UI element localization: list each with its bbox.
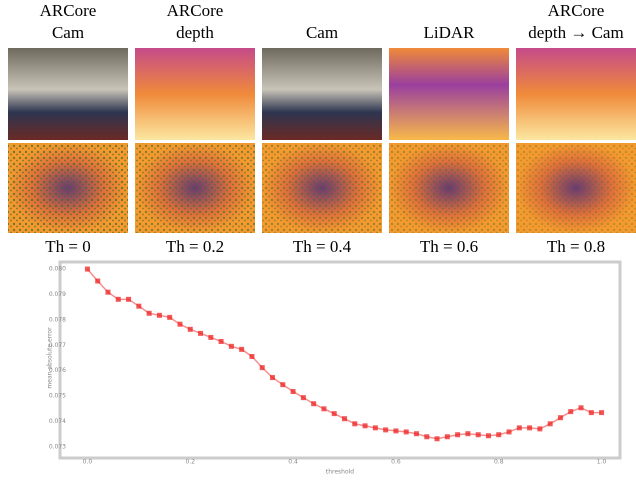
point [259, 365, 265, 371]
column-header: Cam [52, 23, 84, 42]
point [516, 425, 522, 431]
threshold-label: Th = 0 [45, 237, 90, 256]
point [578, 405, 584, 411]
y-tick-label: 0.080 [49, 266, 66, 273]
point [537, 426, 543, 432]
point [599, 410, 605, 416]
point [290, 389, 296, 395]
image [135, 48, 255, 140]
series-line [86, 268, 602, 440]
y-tick-label: 0.079 [49, 291, 66, 298]
error-speckle [516, 143, 636, 233]
threshold-label: Th = 0.2 [166, 237, 224, 256]
point [84, 266, 90, 272]
y-tick-label: 0.077 [49, 342, 66, 349]
point [156, 312, 162, 318]
point [167, 314, 173, 320]
point [568, 409, 574, 415]
point [403, 429, 409, 435]
point [465, 431, 471, 437]
chart: 0.073 0.074 0.075 0.076 0.077 0.078 0.079 0.080… [47, 266, 607, 476]
point [557, 415, 563, 421]
point [280, 382, 286, 388]
point [177, 321, 183, 327]
error-speckle [135, 143, 255, 233]
point [300, 395, 306, 401]
column-header: Cam [306, 23, 338, 42]
x-tick-label: 0.0 [83, 459, 93, 466]
point [362, 423, 368, 429]
image [262, 48, 382, 140]
y-tick-label: 0.075 [49, 393, 66, 400]
threshold-label: Th = 0.8 [547, 237, 605, 256]
point [485, 433, 491, 439]
point [105, 289, 111, 295]
point [352, 421, 358, 427]
point [228, 343, 234, 349]
error-speckle [262, 143, 382, 233]
x-tick-label: 0.4 [288, 459, 298, 466]
error-speckle [8, 143, 128, 233]
point [547, 421, 553, 427]
column-header: ARCore [40, 1, 97, 20]
threshold-label: Th = 0.6 [420, 237, 478, 256]
point [424, 434, 430, 440]
y-tick-label: 0.073 [49, 443, 66, 450]
point [331, 411, 337, 417]
image [516, 48, 636, 140]
point [413, 431, 419, 437]
point [115, 296, 121, 302]
point [270, 375, 276, 381]
point [136, 303, 142, 309]
image [8, 48, 128, 140]
point [383, 427, 389, 433]
image-grid: ARCore Cam Th = 0 ARCore depth Th = 0.2 Cam Th … [8, 1, 636, 256]
point [321, 406, 327, 412]
point [198, 330, 204, 336]
point [444, 434, 450, 440]
column-header: depth → Cam [528, 23, 623, 42]
point [146, 310, 152, 316]
y-tick-label: 0.074 [49, 418, 66, 425]
point [126, 296, 132, 302]
point [455, 432, 461, 438]
column-header: depth [176, 23, 214, 42]
column-header: ARCore [167, 1, 224, 20]
point [208, 334, 214, 340]
point [506, 429, 512, 435]
x-tick-label: 0.8 [494, 459, 504, 466]
point [311, 401, 317, 407]
point [342, 416, 347, 422]
y-tick-label: 0.078 [49, 316, 66, 323]
point [588, 410, 594, 416]
point [218, 338, 224, 344]
column-header: ARCore [548, 1, 605, 20]
error-speckle [389, 143, 509, 233]
chart-frame [58, 260, 622, 460]
x-tick-label: 0.6 [391, 459, 401, 466]
point [187, 326, 193, 332]
point [239, 346, 245, 352]
x-tick-label: 1.0 [597, 459, 607, 466]
column-header: LiDAR [424, 23, 476, 42]
point [496, 432, 502, 438]
y-axis-label: mean absolute error [47, 327, 54, 389]
x-tick-label: 0.2 [185, 459, 195, 466]
point [372, 425, 378, 431]
point [249, 353, 255, 359]
x-axis-label: threshold [326, 469, 354, 476]
image [389, 48, 509, 140]
point [393, 428, 399, 434]
point [527, 425, 533, 431]
threshold-label: Th = 0.4 [293, 237, 352, 256]
y-tick-label: 0.076 [49, 367, 66, 374]
point [434, 436, 440, 442]
point [95, 278, 101, 284]
point [475, 432, 481, 438]
